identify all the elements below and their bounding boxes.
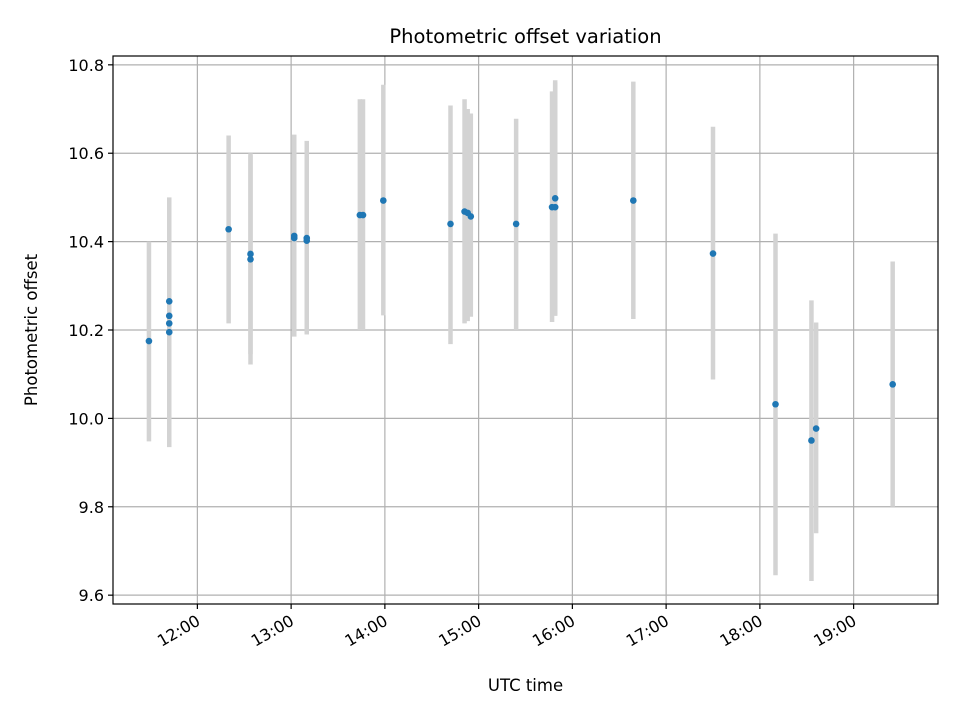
data-point	[889, 381, 896, 388]
data-point	[467, 213, 475, 220]
data-point	[812, 425, 820, 432]
data-point	[512, 220, 520, 228]
data-point	[808, 437, 815, 444]
y-tick-label: 9.8	[79, 498, 104, 517]
y-axis-title: Photometric offset	[22, 253, 41, 406]
data-point	[630, 197, 637, 204]
y-tick-label: 10.0	[68, 409, 104, 428]
data-point	[247, 255, 254, 263]
y-tick-label: 10.6	[68, 144, 104, 163]
data-point	[165, 312, 173, 320]
y-tick-label: 10.4	[68, 233, 104, 252]
data-point	[447, 220, 454, 228]
data-points	[145, 195, 896, 444]
x-axis-title: UTC time	[488, 676, 563, 695]
data-point	[359, 211, 367, 219]
data-point	[290, 234, 298, 242]
chart-title: Photometric offset variation	[389, 25, 661, 48]
data-point	[551, 195, 559, 202]
data-point	[247, 250, 254, 258]
data-point	[551, 203, 559, 211]
data-point	[772, 400, 779, 408]
data-point	[225, 225, 232, 233]
y-tick-label: 10.8	[68, 56, 104, 75]
data-point	[165, 320, 173, 327]
data-point	[380, 197, 387, 204]
data-point	[303, 237, 311, 245]
data-point	[165, 297, 173, 305]
y-tick-label: 9.6	[79, 586, 104, 605]
y-tick-label: 10.2	[68, 321, 104, 340]
data-point	[165, 328, 173, 336]
data-point	[709, 250, 717, 257]
data-point	[145, 337, 153, 345]
